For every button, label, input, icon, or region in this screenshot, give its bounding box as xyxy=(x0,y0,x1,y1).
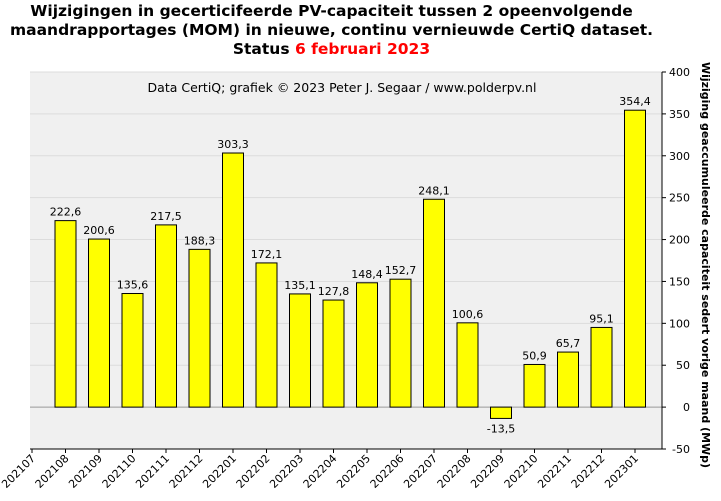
y-tick-label: 300 xyxy=(669,150,690,163)
data-label-202201: 303,3 xyxy=(217,138,249,151)
bar-202211 xyxy=(557,351,579,408)
x-tick-label: 202107 xyxy=(0,452,38,491)
x-tick-label: 202209 xyxy=(468,452,507,491)
x-tick-label: 202202 xyxy=(234,452,273,491)
x-tick-label: 202211 xyxy=(535,452,574,491)
data-label-202110: 135,6 xyxy=(117,279,149,292)
x-tick-label: 202207 xyxy=(401,452,440,491)
x-tick-label: 202201 xyxy=(200,452,239,491)
bar-202111 xyxy=(155,224,177,408)
x-tick-label: 202206 xyxy=(368,452,407,491)
y-axis-label: Wijziging geaccumuleerde capaciteit sede… xyxy=(699,62,712,468)
bar-202212 xyxy=(590,326,613,408)
bar-202110 xyxy=(121,293,144,408)
data-label-202211: 65,7 xyxy=(556,337,581,350)
bar-202203 xyxy=(289,293,311,408)
x-tick-label: 202112 xyxy=(167,452,206,491)
data-label-202202: 172,1 xyxy=(251,248,283,261)
x-tick-label: 202301 xyxy=(602,452,641,491)
bar-202108 xyxy=(54,220,77,408)
bar-202201 xyxy=(222,152,244,408)
x-tick-label: 202208 xyxy=(435,452,474,491)
bar-202207 xyxy=(423,198,445,408)
x-tick-label: 202111 xyxy=(133,452,172,491)
y-tick-label: 200 xyxy=(669,234,690,247)
data-label-202210: 50,9 xyxy=(522,349,547,362)
data-label-202111: 217,5 xyxy=(150,210,182,223)
data-label-202204: 127,8 xyxy=(318,285,350,298)
data-label-202212: 95,1 xyxy=(589,312,614,325)
bar-202205 xyxy=(356,282,378,408)
y-tick-label: 350 xyxy=(669,108,690,121)
bars xyxy=(54,109,646,419)
chart-title: Wijzigingen in gecerticifeerde PV-capaci… xyxy=(0,2,663,59)
y-tick-label: 0 xyxy=(683,401,690,414)
chart-annotation: Data CertiQ; grafiek © 2023 Peter J. Seg… xyxy=(148,80,537,95)
data-label-202109: 200,6 xyxy=(83,224,115,237)
data-label-202209: -13,5 xyxy=(487,422,515,435)
bar-202210 xyxy=(523,363,546,408)
data-label-202301: 354,4 xyxy=(619,95,651,108)
chart-title-date: 6 februari 2023 xyxy=(294,40,431,58)
x-tick-label: 202205 xyxy=(334,452,373,491)
chart-title-main: Wijzigingen in gecerticifeerde PV-capaci… xyxy=(9,2,654,58)
bar-202209 xyxy=(490,406,512,419)
y-tick-label: 150 xyxy=(669,275,690,288)
y-tick-label: -50 xyxy=(672,443,690,456)
x-tick-label: 202212 xyxy=(569,452,608,491)
x-tick-label: 202204 xyxy=(301,452,340,491)
y-tick-label: 100 xyxy=(669,317,690,330)
y-tick-label: 400 xyxy=(669,66,690,79)
data-label-202207: 248,1 xyxy=(418,184,450,197)
bar-202208 xyxy=(456,322,479,408)
bar-202204 xyxy=(322,299,345,408)
bar-202206 xyxy=(389,278,412,408)
y-tick-label: 250 xyxy=(669,192,690,205)
bar-202202 xyxy=(255,262,278,408)
y-axis-ticks: -50 0 50 100 150 200 250 300 350 400 xyxy=(662,66,690,456)
x-tick-label: 202203 xyxy=(267,452,306,491)
data-label-202205: 148,4 xyxy=(351,268,383,281)
x-tick-label: 202110 xyxy=(100,452,139,491)
y-tick-label: 50 xyxy=(676,359,690,372)
data-label-202203: 135,1 xyxy=(284,279,316,292)
x-tick-label: 202210 xyxy=(502,452,541,491)
bar-202109 xyxy=(88,238,110,408)
bar-202112 xyxy=(188,248,211,408)
data-label-202112: 188,3 xyxy=(184,234,216,247)
data-label-202108: 222,6 xyxy=(50,206,82,219)
data-label-202206: 152,7 xyxy=(385,264,417,277)
x-tick-label: 202109 xyxy=(66,452,105,491)
x-axis-ticks: 2021072021082021092021102021112021122022… xyxy=(0,449,641,491)
data-label-202208: 100,6 xyxy=(452,308,484,321)
bar-202301 xyxy=(624,109,646,408)
x-tick-label: 202108 xyxy=(33,452,72,491)
